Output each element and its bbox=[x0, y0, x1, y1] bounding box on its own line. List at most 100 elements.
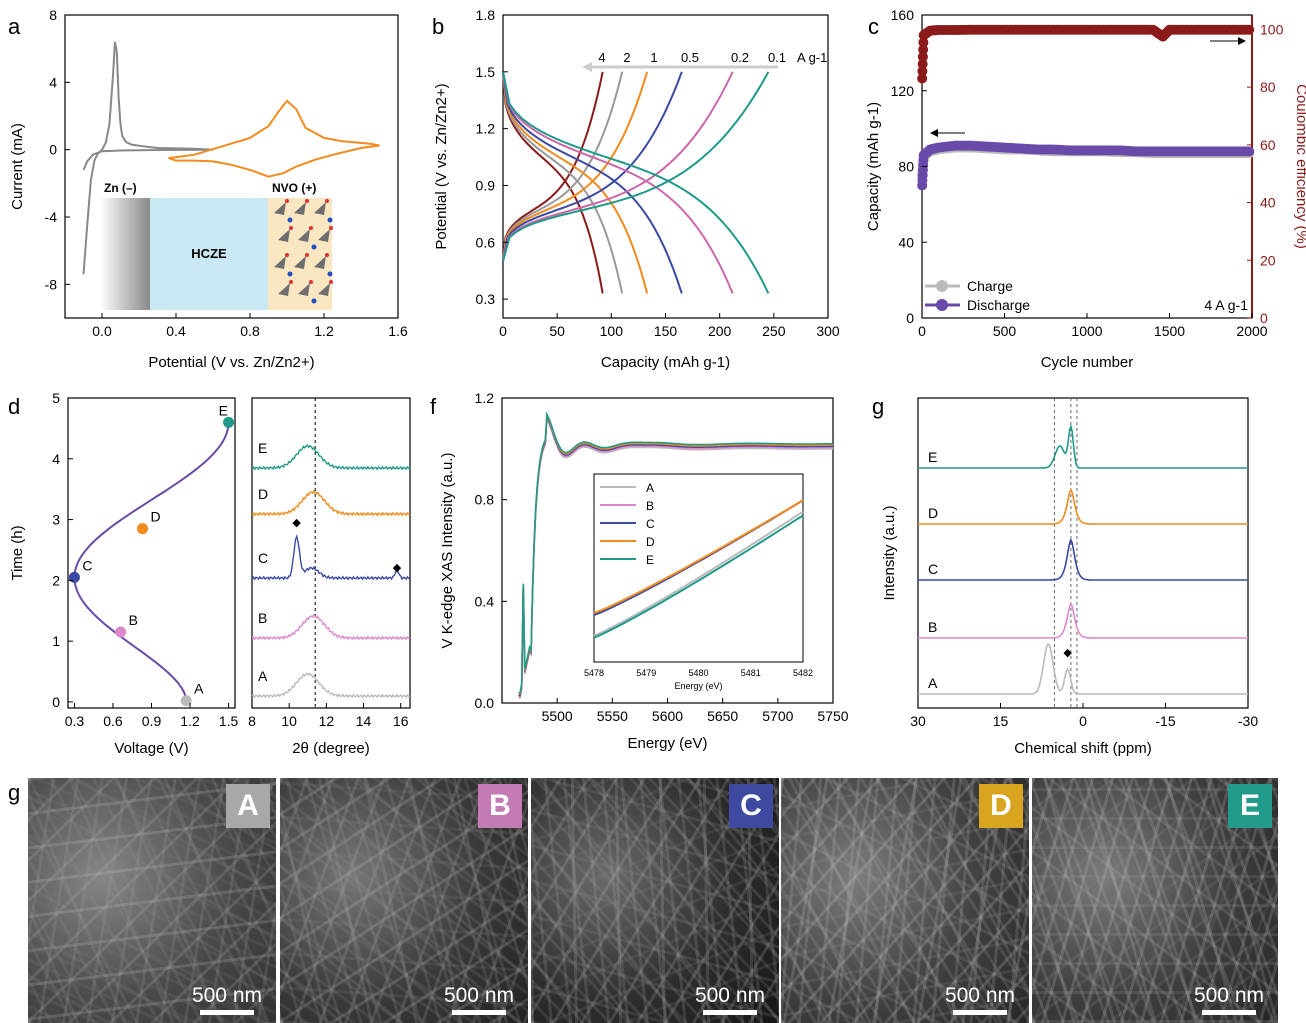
inset-legend-label: D bbox=[646, 535, 655, 549]
panel-c-y-tick-label: 80 bbox=[898, 159, 914, 175]
nmr-spectrum-d bbox=[918, 488, 1248, 525]
panel-c-y2-tick-label: 80 bbox=[1260, 79, 1276, 95]
panel-b-y-tick-label: 1.2 bbox=[476, 121, 496, 137]
panel-c-ylabel: Capacity (mAh g-1) bbox=[865, 102, 882, 231]
panel-f-x-tick-label: 30 bbox=[910, 713, 926, 729]
panel-label-g: g bbox=[8, 780, 20, 805]
xrd-label-e: E bbox=[258, 440, 267, 456]
rate-label: 4 bbox=[598, 50, 605, 65]
panel-e-x-tick-label: 5500 bbox=[542, 708, 573, 724]
panel-e-x-tick-label: 5550 bbox=[597, 708, 628, 724]
panel-c-y2-tick-label: 60 bbox=[1260, 137, 1276, 153]
panel-f-x-tick-label: -15 bbox=[1155, 713, 1175, 729]
state-point-d bbox=[137, 523, 149, 535]
panel-f-frame bbox=[917, 397, 1249, 709]
nvo-polyhedron bbox=[274, 202, 286, 215]
cycle-point-coulombic-efficiency bbox=[917, 73, 928, 84]
xrd-pattern-c bbox=[251, 534, 411, 581]
panel-f-ylabel: Intensity (a.u.) bbox=[881, 505, 898, 600]
sem-image-a: A 500 nm bbox=[28, 778, 276, 1023]
inset-nvo-label: NVO (+) bbox=[272, 181, 316, 195]
charge-curve-1 bbox=[502, 71, 649, 262]
panel-d-left-y-tick-label: 2 bbox=[52, 572, 60, 588]
oxygen-atom bbox=[285, 253, 289, 257]
nvo-polyhedron bbox=[314, 256, 326, 269]
nvo-polyhedron bbox=[314, 202, 326, 215]
scale-bar-label: 500 nm bbox=[1193, 984, 1264, 1007]
panel-e-ylabel: V K-edge XAS Intensity (a.u.) bbox=[439, 453, 456, 649]
panel-b-x-tick-label: 0 bbox=[499, 323, 507, 339]
oxygen-atom bbox=[285, 199, 289, 203]
panel-c-y2-tick-label: 20 bbox=[1260, 252, 1276, 268]
xas-spectrum-c bbox=[518, 413, 833, 697]
panel-b-x-tick-label: 200 bbox=[708, 323, 732, 339]
panel-c-y-tick-label: 0 bbox=[906, 310, 914, 326]
rate-label: 0.2 bbox=[731, 50, 749, 65]
panel-d-left-x-tick-label: 1.2 bbox=[180, 713, 200, 729]
panel-a-xlabel: Potential (V vs. Zn/Zn2+) bbox=[148, 354, 314, 371]
nmr-label-b: B bbox=[928, 619, 937, 635]
rate-label: 2 bbox=[623, 50, 630, 65]
xas-inset-frame bbox=[593, 473, 804, 663]
panel-label-a: a bbox=[8, 14, 21, 39]
inset-legend-label: C bbox=[646, 517, 655, 531]
sem-badge-d: D bbox=[979, 784, 1023, 828]
panel-c-y2-tick-label: 40 bbox=[1260, 195, 1276, 211]
voltage-time-curve bbox=[73, 422, 230, 701]
nmr-spectrum-c bbox=[918, 538, 1248, 581]
panel-c-x-tick-label: 0 bbox=[918, 323, 926, 339]
panel-a-y-tick-label: -4 bbox=[45, 209, 58, 225]
panel-a-y-tick-label: 0 bbox=[49, 142, 57, 158]
xrd-marker: ◆ bbox=[292, 517, 301, 529]
scale-bar-label: 500 nm bbox=[694, 984, 765, 1007]
panel-label-c: c bbox=[868, 14, 879, 39]
panel-d-left-x-tick-label: 1.5 bbox=[219, 713, 239, 729]
xrd-pattern-d bbox=[251, 489, 411, 517]
inset-legend-label: B bbox=[646, 499, 654, 513]
panel-a-y-tick-label: 4 bbox=[49, 74, 57, 90]
legend-discharge-label: Discharge bbox=[967, 297, 1030, 313]
sem-badge-a: A bbox=[226, 784, 270, 828]
state-point-b bbox=[115, 626, 127, 638]
oxygen-atom bbox=[309, 226, 313, 230]
discharge-curve-0.5 bbox=[502, 71, 683, 294]
panel-b-y-tick-label: 0.6 bbox=[476, 234, 496, 250]
sem-badge-b: B bbox=[478, 784, 522, 828]
panel-a-x-tick-label: 0.0 bbox=[92, 323, 112, 339]
panel-c-xlabel: Cycle number bbox=[1041, 354, 1134, 371]
scale-bar-line bbox=[952, 1010, 1007, 1015]
state-point-a bbox=[180, 695, 192, 707]
nvo-polyhedron bbox=[318, 229, 330, 242]
inset-zn-label: Zn (–) bbox=[104, 181, 137, 195]
panel-d-left-x-tick-label: 0.9 bbox=[142, 713, 162, 729]
scale-bar-label: 500 nm bbox=[191, 984, 262, 1007]
xas-spectrum-b bbox=[518, 415, 833, 698]
panel-b-y-tick-label: 1.8 bbox=[476, 7, 496, 23]
panel-a-y-tick-label: 8 bbox=[49, 7, 57, 23]
rate-label: 1 bbox=[650, 50, 657, 65]
sem-badge-c: C bbox=[729, 784, 773, 828]
arrow-right-head bbox=[1238, 37, 1246, 45]
nvo-polyhedron bbox=[278, 229, 290, 242]
nmr-label-a: A bbox=[928, 675, 938, 691]
panel-b-xlabel: Capacity (mAh g-1) bbox=[601, 354, 730, 371]
state-label-a: A bbox=[194, 681, 204, 697]
panel-d-right-x-tick-label: 10 bbox=[281, 713, 297, 729]
panel-b-x-tick-label: 150 bbox=[654, 323, 678, 339]
panel-d-left-y-tick-label: 0 bbox=[52, 694, 60, 710]
rate-annotation: 4 A g-1 bbox=[1204, 297, 1248, 313]
inset-tick-label: 5482 bbox=[793, 668, 813, 678]
panel-d-left-y-tick-label: 5 bbox=[52, 390, 60, 406]
sem-image-e: E 500 nm bbox=[1032, 778, 1278, 1023]
xrd-label-c: C bbox=[258, 550, 268, 566]
discharge-curve-2 bbox=[502, 71, 624, 294]
inset-legend-label: A bbox=[646, 481, 654, 495]
xrd-label-b: B bbox=[258, 610, 267, 626]
zn-ion bbox=[311, 298, 317, 304]
nmr-marker: ◆ bbox=[1063, 647, 1072, 659]
inset-spectrum-a bbox=[593, 510, 804, 637]
charge-curve-0.2 bbox=[502, 71, 734, 262]
rate-label: 0.1 bbox=[768, 50, 786, 65]
panel-d-left-frame bbox=[67, 397, 236, 709]
